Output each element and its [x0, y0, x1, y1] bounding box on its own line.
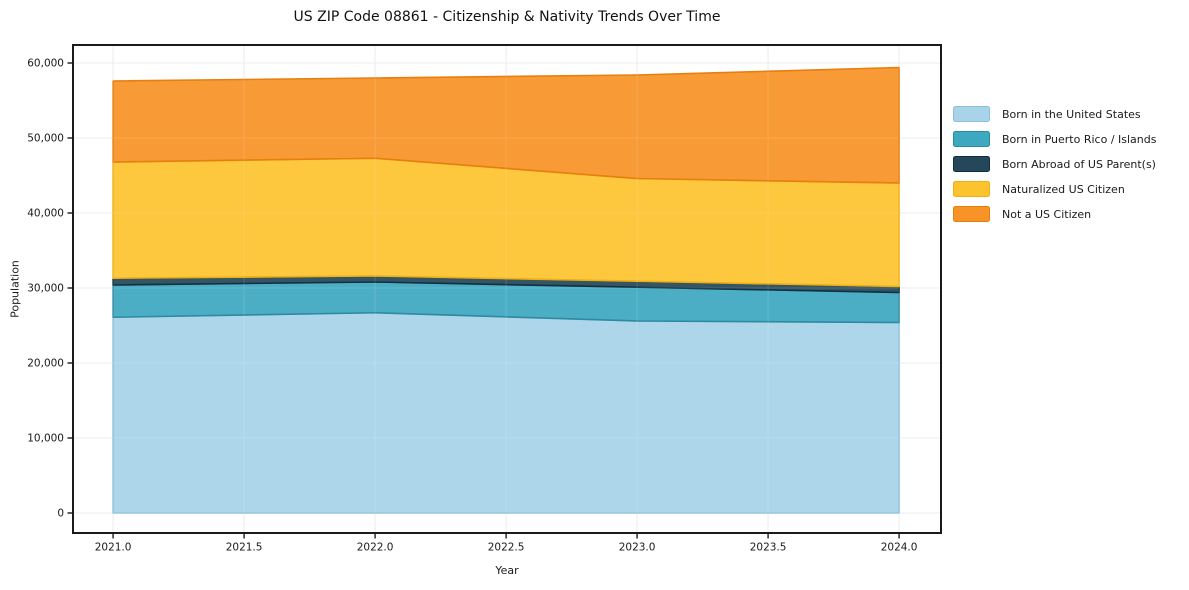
legend-item-label: Naturalized US Citizen — [1002, 182, 1125, 196]
x-tick-label: 2023.0 — [619, 542, 656, 554]
legend-item-not-a-us-citizen: Not a US Citizen — [953, 206, 1156, 222]
x-tick-label: 2022.5 — [488, 542, 525, 554]
area-not-a-us-citizen — [112, 66, 900, 184]
legend-item-label: Born in the United States — [1002, 107, 1141, 121]
legend-swatch-icon — [953, 156, 990, 172]
y-tick-label: 0 — [57, 508, 64, 520]
legend-swatch-icon — [953, 181, 990, 197]
x-tick-label: 2024.0 — [881, 542, 918, 554]
y-tick-label: 50,000 — [27, 133, 64, 145]
y-axis-label: Population — [8, 260, 22, 318]
x-axis-label: Year — [495, 564, 519, 577]
x-tick-label: 2021.5 — [226, 542, 263, 554]
x-tick-label: 2023.5 — [750, 542, 787, 554]
y-axis-ticks: 0 10,000 20,000 30,000 40,000 50,000 60,000 — [27, 58, 73, 520]
axes-frame — [72, 44, 942, 534]
legend-item-naturalized-us-citizen: Naturalized US Citizen — [953, 181, 1156, 197]
legend-swatch-icon — [953, 131, 990, 147]
x-axis-ticks: 2021.0 2021.5 2022.0 2022.5 2023.0 2023.5 2024… — [95, 533, 918, 554]
y-tick-label: 10,000 — [27, 433, 64, 445]
y-tick-label: 30,000 — [27, 283, 64, 295]
y-tick-label: 20,000 — [27, 358, 64, 370]
x-tick-label: 2022.0 — [357, 542, 394, 554]
legend-item-born-abroad-of-us-parent-s: Born Abroad of US Parent(s) — [953, 156, 1156, 172]
legend-item-born-in-the-united-states: Born in the United States — [953, 106, 1156, 122]
legend-swatch-icon — [953, 106, 990, 122]
legend-swatch-icon — [953, 206, 990, 222]
legend-item-label: Not a US Citizen — [1002, 207, 1092, 221]
legend-item-label: Born Abroad of US Parent(s) — [1002, 157, 1156, 171]
x-tick-label: 2021.0 — [95, 542, 132, 554]
chart-title: US ZIP Code 08861 - Citizenship & Nativi… — [293, 9, 721, 25]
y-tick-label: 40,000 — [27, 208, 64, 220]
area-stack — [112, 66, 900, 514]
y-tick-label: 60,000 — [27, 58, 64, 70]
legend: Born in the United States Born in Puerto … — [953, 106, 1156, 222]
legend-item-born-in-puerto-rico-islands: Born in Puerto Rico / Islands — [953, 131, 1156, 147]
gridlines-overlay — [73, 45, 941, 533]
legend-item-label: Born in Puerto Rico / Islands — [1002, 132, 1157, 146]
